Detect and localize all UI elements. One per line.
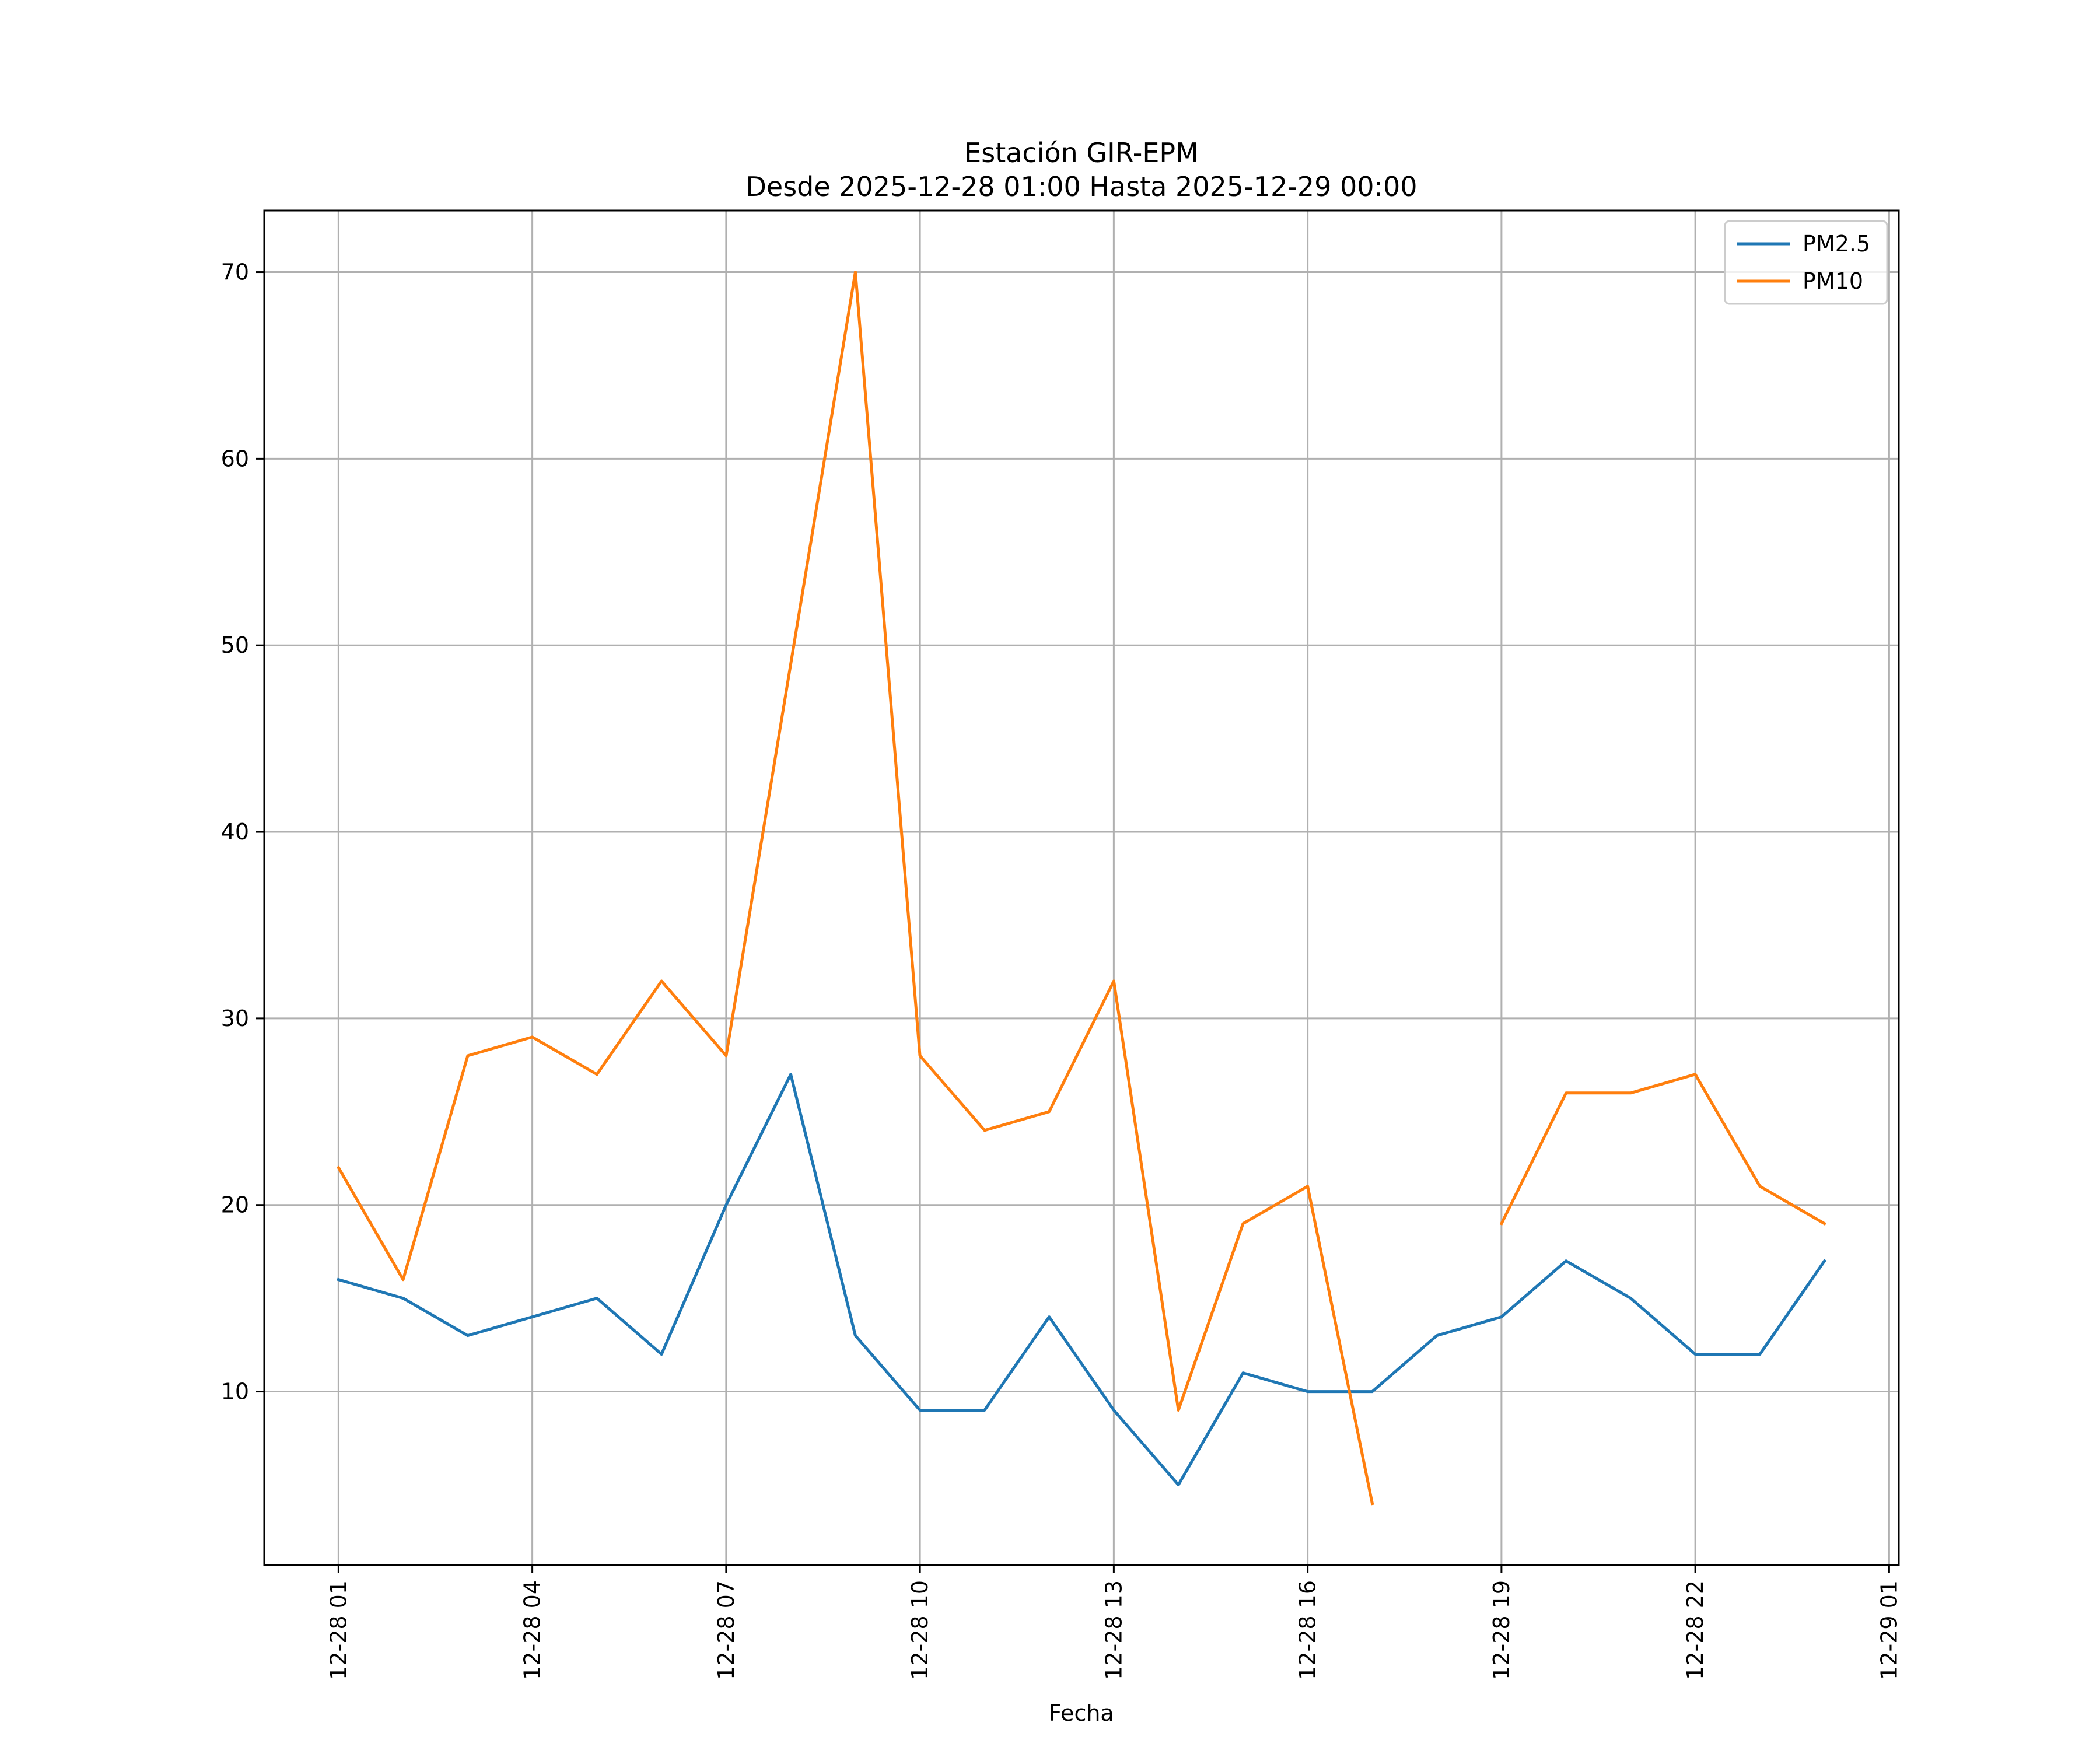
legend-box [1724, 220, 1888, 305]
series-lines [336, 271, 1827, 1506]
legend-label-pm10: PM10 [1803, 268, 1863, 294]
series-line-pm10 [336, 271, 1827, 1506]
axes-frame [263, 209, 1900, 1566]
legend-label-pm25: PM2.5 [1803, 231, 1870, 257]
x-tick-label: 12-28 01 [326, 1580, 351, 1680]
y-tick-label: 10 [221, 1379, 249, 1405]
grid [264, 211, 1899, 1565]
series-line-pm25 [337, 1073, 1827, 1486]
y-tick-label: 60 [221, 446, 249, 471]
chart-title: Estación GIR-EPM [964, 137, 1199, 169]
x-tick-label: 12-28 13 [1101, 1580, 1126, 1680]
x-tick-label: 12-28 04 [520, 1580, 545, 1680]
axis-ticks: 12-28 01 12-28 04 12-28 07 12-28 10 12-28 13… [221, 260, 1902, 1680]
y-tick-label: 70 [221, 260, 249, 285]
chart-subtitle: Desde 2025-12-28 01:00 Hasta 2025-12-29 … [746, 171, 1417, 202]
x-axis-label: Fecha [1049, 1700, 1114, 1726]
x-tick-label: 12-28 16 [1295, 1580, 1321, 1680]
y-tick-label: 50 [221, 632, 249, 658]
y-tick-label: 20 [221, 1192, 249, 1218]
x-tick-label: 12-28 10 [907, 1580, 933, 1680]
x-tick-label: 12-28 07 [713, 1580, 739, 1680]
x-tick-label: 12-28 22 [1682, 1580, 1708, 1680]
y-tick-label: 30 [221, 1006, 249, 1031]
legend: PM2.5 PM10 [1724, 220, 1888, 305]
x-tick-label: 12-28 19 [1489, 1580, 1514, 1680]
x-tick-label: 12-29 01 [1876, 1580, 1902, 1680]
y-tick-label: 40 [221, 819, 249, 845]
legend-entries: PM2.5 PM10 [1737, 231, 1870, 294]
